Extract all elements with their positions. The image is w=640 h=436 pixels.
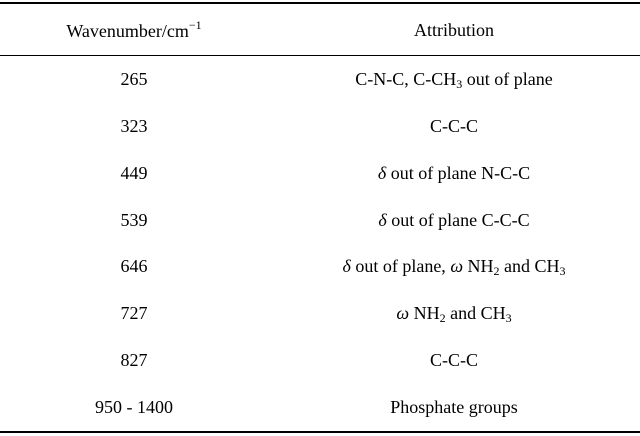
attribution-cell: C-C-C xyxy=(268,337,640,384)
attribution-cell: δ out of plane C-C-C xyxy=(268,197,640,244)
attribution-text: and CH xyxy=(445,303,506,324)
attribution-cell: ω NH2 and CH3 xyxy=(268,290,640,337)
table-row: 646 δ out of plane, ω NH2 and CH3 xyxy=(0,244,640,291)
attribution-symbol: δ xyxy=(342,256,351,277)
attribution-cell: C-N-C, C-CH3 out of plane xyxy=(268,56,640,103)
attribution-cell: δ out of plane N-C-C xyxy=(268,150,640,197)
header-wavenumber: Wavenumber/cm−1 xyxy=(0,4,268,55)
attribution-subscript: 3 xyxy=(456,76,463,91)
wavenumber-cell: 449 xyxy=(120,162,148,183)
wavenumber-cell: 539 xyxy=(120,209,148,230)
wavenumber-cell: 827 xyxy=(120,350,148,371)
table-row: 265 C-N-C, C-CH3 out of plane xyxy=(0,56,640,103)
attribution-cell: Phosphate groups xyxy=(268,384,640,431)
attribution-symbol: ω xyxy=(396,303,410,324)
attribution-text: out of plane N-C-C xyxy=(386,162,531,183)
attribution-cell: C-C-C xyxy=(268,103,640,150)
attribution-symbol: δ xyxy=(377,162,387,183)
header-attribution-label: Attribution xyxy=(414,20,494,40)
wavenumber-cell: 727 xyxy=(120,303,148,324)
attribution-text: NH xyxy=(463,256,494,277)
table-row: 539 δ out of plane C-C-C xyxy=(0,197,640,244)
wavenumber-cell: 323 xyxy=(120,115,148,136)
wavenumber-cell: 950 - 1400 xyxy=(95,397,173,418)
attribution-text: C-C-C xyxy=(429,350,478,371)
wavenumber-cell: 265 xyxy=(120,68,148,89)
table-row: 449 δ out of plane N-C-C xyxy=(0,150,640,197)
table-header-row: Wavenumber/cm−1 Attribution xyxy=(0,4,640,55)
table-row: 323 C-C-C xyxy=(0,103,640,150)
table-header-rule xyxy=(0,55,640,56)
table-row: 727 ω NH2 and CH3 xyxy=(0,290,640,337)
table-row: 950 - 1400 Phosphate groups xyxy=(0,384,640,431)
attribution-text: out of plane xyxy=(462,68,553,89)
attribution-text: out of plane C-C-C xyxy=(386,209,530,230)
attribution-text: C-C-C xyxy=(429,115,478,136)
table-top-rule xyxy=(0,2,640,4)
attribution-subscript: 2 xyxy=(439,311,446,326)
header-wavenumber-exponent: −1 xyxy=(188,18,202,32)
attribution-text: and CH xyxy=(499,256,560,277)
wavenumber-cell: 646 xyxy=(120,256,148,277)
attribution-text: C-N-C, C-CH xyxy=(355,68,457,89)
attribution-text: Phosphate groups xyxy=(390,397,518,418)
table-bottom-rule xyxy=(0,431,640,433)
attribution-symbol: δ xyxy=(378,209,387,230)
header-wavenumber-label: Wavenumber/cm xyxy=(66,21,189,41)
table-body: 265 C-N-C, C-CH3 out of plane 323 C-C-C 449 δ… xyxy=(0,56,640,431)
attribution-text: out of plane, xyxy=(350,256,451,277)
attribution-subscript: 2 xyxy=(493,264,500,279)
header-attribution: Attribution xyxy=(268,4,640,55)
attribution-text: NH xyxy=(409,303,440,324)
attribution-subscript: 3 xyxy=(505,311,512,326)
attribution-cell: δ out of plane, ω NH2 and CH3 xyxy=(268,244,640,291)
table-row: 827 C-C-C xyxy=(0,337,640,384)
attribution-symbol: ω xyxy=(450,256,464,277)
attribution-subscript: 3 xyxy=(559,264,566,279)
